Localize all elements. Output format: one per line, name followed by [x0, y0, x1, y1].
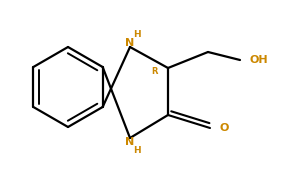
Text: N: N: [125, 137, 135, 147]
Text: O: O: [219, 123, 228, 133]
Text: N: N: [125, 38, 135, 48]
Text: OH: OH: [250, 55, 269, 65]
Text: R: R: [151, 67, 157, 76]
Text: H: H: [133, 146, 141, 155]
Text: H: H: [133, 30, 141, 39]
